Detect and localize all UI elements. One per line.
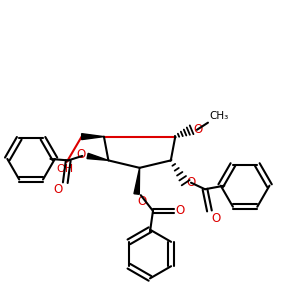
- Polygon shape: [134, 168, 140, 194]
- Text: O: O: [76, 148, 85, 161]
- Text: O: O: [54, 183, 63, 196]
- Text: O: O: [187, 176, 196, 189]
- Text: O: O: [138, 195, 147, 208]
- Text: CH₃: CH₃: [209, 111, 229, 121]
- Text: OH: OH: [57, 164, 74, 174]
- Text: O: O: [193, 123, 202, 136]
- Polygon shape: [87, 153, 108, 161]
- Polygon shape: [82, 134, 104, 140]
- Text: O: O: [175, 204, 184, 218]
- Text: O: O: [211, 212, 220, 225]
